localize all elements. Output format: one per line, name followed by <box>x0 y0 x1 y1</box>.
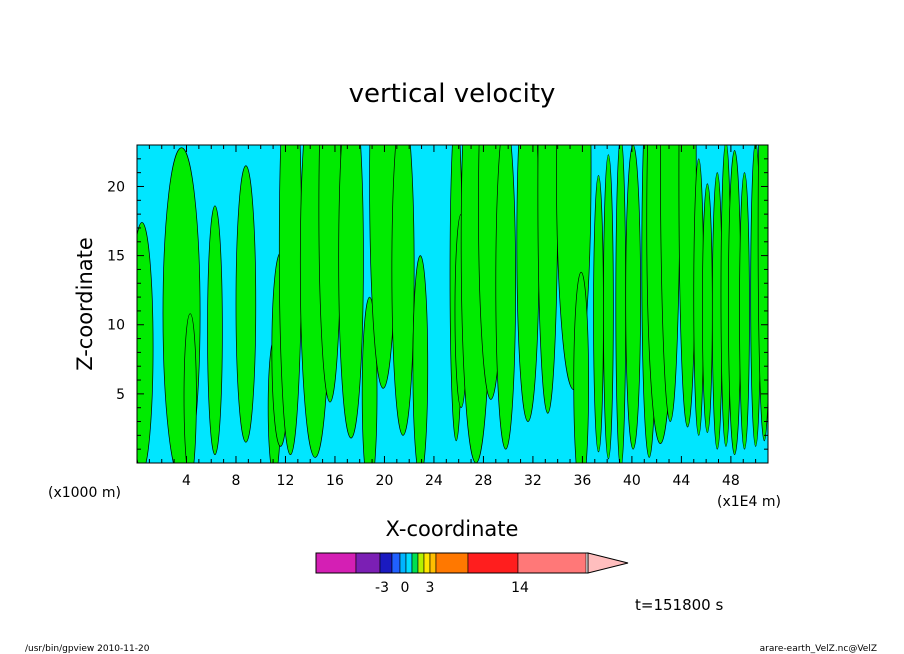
updraft-region <box>603 154 614 460</box>
y-tick-label: 10 <box>107 318 125 334</box>
updraft-region <box>412 255 429 463</box>
footer-right: arare-earth_VelZ.nc@VelZ <box>760 644 877 654</box>
updraft-region <box>278 145 302 455</box>
x-axis-label: X-coordinate <box>386 517 519 541</box>
colorbar-label: 0 <box>401 580 410 596</box>
colorbar-label: -3 <box>375 580 389 596</box>
x-tick-label: 4 <box>182 473 191 489</box>
x-tick-label: 28 <box>475 473 493 489</box>
colorbar-cell <box>417 552 425 574</box>
x-tick-label: 24 <box>425 473 443 489</box>
colorbar-cell <box>379 552 393 574</box>
y-tick-label: 20 <box>107 179 125 195</box>
updraft-region <box>593 175 604 453</box>
x-unit-left: (x1000 m) <box>48 485 121 501</box>
updraft-region <box>516 145 540 422</box>
y-tick-label: 5 <box>116 387 125 403</box>
updraft-region <box>660 145 681 422</box>
colorbar-cell <box>467 552 519 574</box>
updraft-region <box>757 145 768 442</box>
colorbar-cell <box>411 552 419 574</box>
colorbar-cell <box>399 552 407 574</box>
x-tick-label: 48 <box>722 473 740 489</box>
x-tick-label: 12 <box>277 473 295 489</box>
updraft-region <box>137 222 154 463</box>
footer-left: /usr/bin/gpview 2010-11-20 <box>25 644 150 654</box>
chart-title: vertical velocity <box>349 79 556 109</box>
colorbar-cell <box>315 552 357 574</box>
x-tick-label: 16 <box>326 473 344 489</box>
plot-frame <box>136 144 769 464</box>
x-tick-label: 40 <box>623 473 641 489</box>
updraft-region <box>183 313 197 463</box>
updraft-region <box>625 145 641 450</box>
y-axis-label: Z-coordinate <box>73 237 97 371</box>
x-axis-ticks: 4 8 12 16 20 24 28 32 36 40 44 48 <box>148 145 757 489</box>
colorbar-cell <box>355 552 381 574</box>
colorbar-label: 3 <box>426 580 435 596</box>
colorbar-label: 14 <box>511 580 529 596</box>
colorbar-cell <box>517 552 587 574</box>
updraft-region <box>702 183 713 433</box>
updraft-region <box>573 271 589 463</box>
x-tick-label: 8 <box>232 473 241 489</box>
x-tick-label: 36 <box>573 473 591 489</box>
colorbar-cell <box>423 552 431 574</box>
y-axis-ticks: 5 10 15 20 <box>107 144 768 450</box>
colorbar-cell <box>405 552 413 574</box>
y-tick-label: 15 <box>107 249 125 265</box>
velocity-field <box>137 145 768 463</box>
x-tick-label: 44 <box>672 473 690 489</box>
colorbar-cell <box>435 552 469 574</box>
colorbar-cell <box>391 552 401 574</box>
updraft-region <box>338 145 364 439</box>
updraft-region <box>615 145 627 463</box>
updraft-region <box>728 150 742 456</box>
colorbar: -3 0 3 14 <box>315 552 629 596</box>
x-unit-right: (x1E4 m) <box>717 494 781 510</box>
updraft-region <box>235 165 257 443</box>
colorbar-frame <box>315 552 589 574</box>
colorbar-cell <box>429 552 437 574</box>
x-tick-label: 32 <box>524 473 542 489</box>
updraft-region <box>537 145 559 414</box>
updraft-region <box>391 145 415 436</box>
updraft-region <box>207 205 223 456</box>
updraft-region <box>495 145 516 450</box>
updraft-region <box>361 296 378 463</box>
timestamp-label: t=151800 s <box>635 596 723 614</box>
x-tick-label: 20 <box>376 473 394 489</box>
colorbar-arrow <box>587 552 629 574</box>
updraft-region <box>678 145 697 428</box>
updraft-region <box>739 172 750 450</box>
updraft-region <box>318 145 342 403</box>
